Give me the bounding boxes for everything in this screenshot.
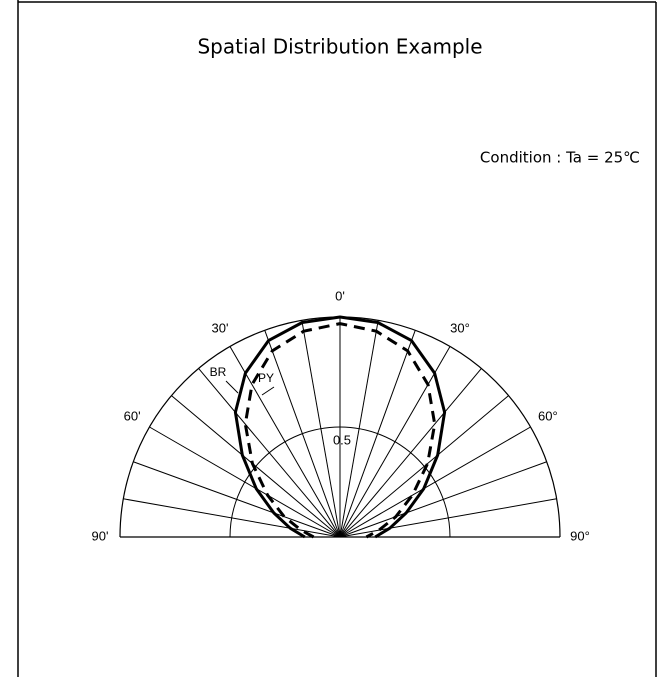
chart-title: Spatial Distribution Example xyxy=(197,35,482,59)
series-label: BR xyxy=(210,365,227,379)
series-label: PY xyxy=(258,371,274,385)
series-line xyxy=(243,322,437,539)
radial-grid-line xyxy=(264,330,341,538)
radial-grid-line xyxy=(339,461,547,538)
radial-grid-line xyxy=(339,320,379,538)
radial-grid-line xyxy=(229,346,341,538)
radial-grid-line xyxy=(123,498,341,538)
radial-grid-line xyxy=(339,330,416,538)
annotation: Condition : Ta = 25℃ xyxy=(480,149,640,167)
radial-grid-line xyxy=(133,461,341,538)
radial-grid-line xyxy=(339,346,451,538)
angle-tick-label: 30° xyxy=(450,321,470,336)
angle-tick-label: 60° xyxy=(538,408,558,423)
leader-line xyxy=(261,386,275,396)
r-tick-label: 0.5 xyxy=(333,432,351,447)
angle-tick-label: 90' xyxy=(92,528,109,543)
angle-tick-label: 0' xyxy=(335,288,345,303)
radial-grid-line xyxy=(339,368,482,538)
radial-grid-line xyxy=(198,368,341,538)
angle-tick-label: 60' xyxy=(124,408,141,423)
angle-tick-label: 30' xyxy=(212,321,229,336)
radial-grid-line xyxy=(339,498,557,538)
radial-grid-line xyxy=(301,320,341,538)
radial-grid-line xyxy=(339,395,509,538)
radial-grid-line xyxy=(171,395,341,538)
radial-grid-line xyxy=(149,426,341,538)
angle-tick-label: 90° xyxy=(570,528,590,543)
leader-line xyxy=(225,380,239,394)
radial-grid-line xyxy=(339,426,531,538)
series-line xyxy=(233,315,447,539)
